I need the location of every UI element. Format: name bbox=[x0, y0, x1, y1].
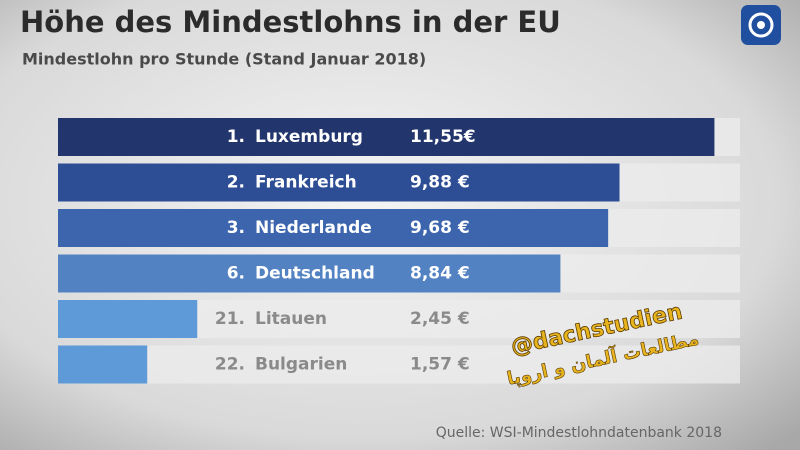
bar bbox=[58, 163, 620, 202]
bar bbox=[58, 118, 715, 156]
bar bbox=[58, 254, 561, 293]
value-label: 9,88 € bbox=[410, 173, 470, 193]
logo bbox=[741, 5, 781, 45]
category-label: Frankreich bbox=[255, 173, 357, 193]
bar-track bbox=[58, 345, 740, 384]
rank-label: 2. bbox=[227, 173, 245, 193]
rank-label: 1. bbox=[227, 127, 245, 147]
bar bbox=[58, 300, 198, 338]
rank-label: 22. bbox=[215, 355, 245, 375]
category-label: Niederlande bbox=[255, 218, 372, 238]
category-label: Deutschland bbox=[255, 264, 375, 284]
value-label: 9,68 € bbox=[410, 218, 470, 238]
value-label: 2,45 € bbox=[410, 309, 470, 329]
category-label: Luxemburg bbox=[255, 127, 363, 147]
source-note: Quelle: WSI-Mindestlohndatenbank 2018 bbox=[436, 425, 722, 441]
value-label: 1,57 € bbox=[410, 355, 470, 375]
rank-label: 3. bbox=[227, 218, 245, 238]
rank-label: 6. bbox=[227, 264, 245, 284]
rank-label: 21. bbox=[215, 309, 245, 329]
category-label: Bulgarien bbox=[255, 355, 347, 375]
bar bbox=[58, 209, 609, 247]
bar bbox=[58, 345, 148, 384]
chart-title: Höhe des Mindestlohns in der EU bbox=[20, 5, 561, 39]
category-label: Litauen bbox=[255, 309, 327, 329]
chart-subtitle: Mindestlohn pro Stunde (Stand Januar 201… bbox=[22, 50, 426, 69]
value-label: 8,84 € bbox=[410, 264, 470, 284]
value-label: 11,55€ bbox=[410, 127, 476, 147]
